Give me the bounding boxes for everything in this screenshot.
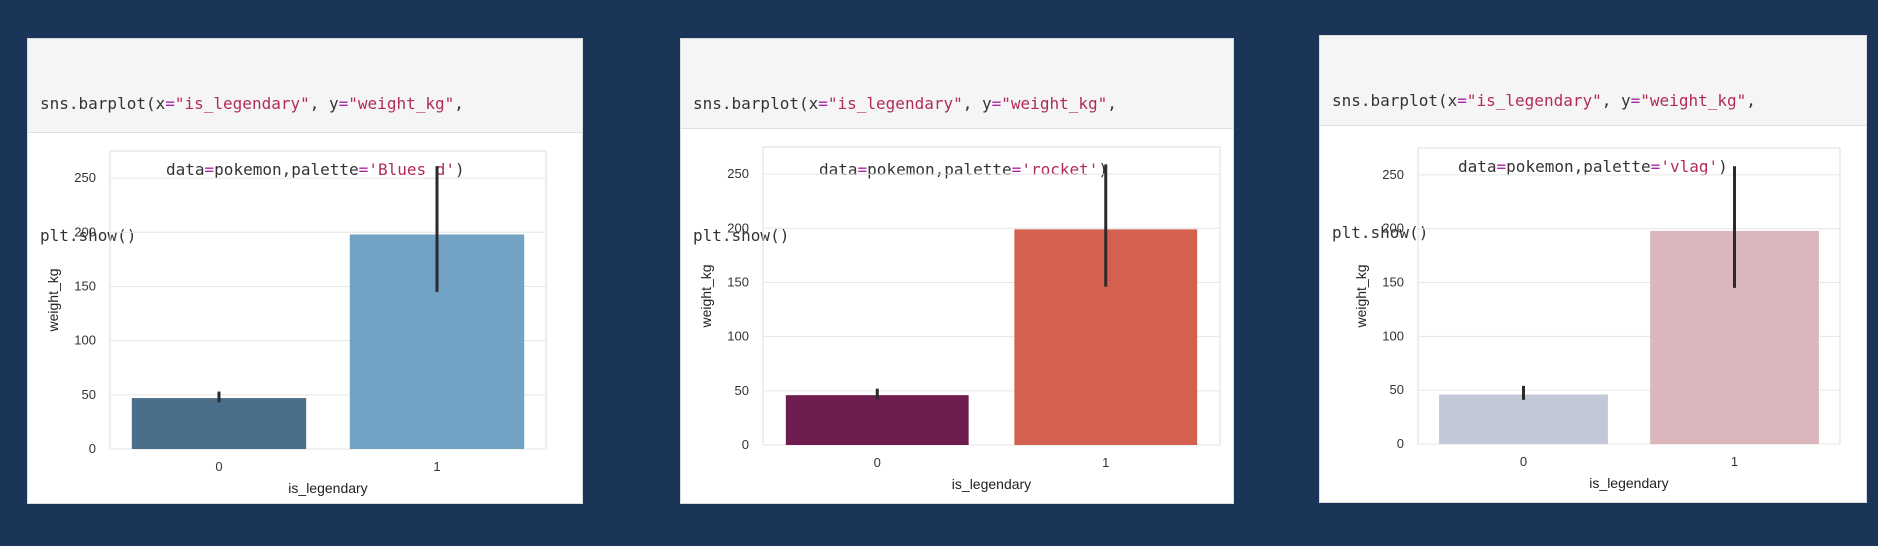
y-tick-label: 150 — [727, 274, 749, 289]
bar — [131, 398, 307, 449]
y-tick-label: 50 — [735, 383, 749, 398]
bar-chart: 0 50 100 150 200 250 0 1 is_legendary weight_kg — [1353, 147, 1841, 491]
y-axis-title: weight_kg — [698, 264, 714, 328]
bar-chart: 0 50 100 150 200 250 0 1 is_legendary weight_kg — [698, 146, 1221, 492]
y-tick-label: 100 — [727, 329, 749, 344]
code-line: plt.show() — [1332, 223, 1429, 242]
bar — [785, 395, 969, 445]
code-cell[interactable]: sns.barplot(x="is_legendary", y="weight_… — [28, 39, 582, 245]
y-axis-title: weight_kg — [45, 268, 61, 332]
y-tick-label: 250 — [727, 166, 749, 181]
x-tick-label: 1 — [1731, 454, 1738, 469]
x-axis-title: is_legendary — [288, 480, 367, 496]
code-cell[interactable]: sns.barplot(x="is_legendary", y="weight_… — [1320, 36, 1866, 242]
notebook-cell-1: sns.barplot(x="is_legendary", y="weight_… — [27, 38, 583, 504]
code-line: sns.barplot(x="is_legendary", y="weight_… — [1332, 91, 1756, 110]
x-tick-label: 1 — [433, 459, 440, 474]
code-line: plt.show() — [40, 226, 137, 245]
y-tick-label: 50 — [1390, 382, 1404, 397]
x-axis-title: is_legendary — [1589, 475, 1668, 491]
code-line: sns.barplot(x="is_legendary", y="weight_… — [693, 94, 1117, 113]
notebook-cell-3: sns.barplot(x="is_legendary", y="weight_… — [1319, 35, 1867, 503]
y-tick-label: 200 — [727, 220, 749, 235]
y-tick-label: 100 — [74, 333, 96, 348]
y-axis-title: weight_kg — [1353, 264, 1369, 328]
code-line: data=pokemon,palette='vlag') — [1458, 157, 1728, 176]
x-tick-label: 0 — [215, 459, 222, 474]
x-tick-label: 1 — [1102, 455, 1109, 470]
bar-chart: 0 50 100 150 200 250 0 1 is_legendary weight_kg — [45, 150, 547, 496]
code-line: plt.show() — [693, 226, 790, 245]
code-line: sns.barplot(x="is_legendary", y="weight_… — [40, 94, 464, 113]
y-tick-label: 200 — [74, 224, 96, 239]
y-tick-label: 200 — [1382, 221, 1404, 236]
x-axis-title: is_legendary — [952, 476, 1031, 492]
y-tick-label: 150 — [74, 278, 96, 293]
y-tick-label: 0 — [89, 441, 96, 456]
bar — [1439, 394, 1608, 444]
notebook-cell-2: sns.barplot(x="is_legendary", y="weight_… — [680, 38, 1234, 504]
y-tick-label: 250 — [74, 170, 96, 185]
y-tick-label: 100 — [1382, 328, 1404, 343]
y-tick-label: 0 — [742, 437, 749, 452]
y-tick-label: 0 — [1397, 436, 1404, 451]
code-cell[interactable]: sns.barplot(x="is_legendary", y="weight_… — [681, 39, 1233, 245]
code-line: data=pokemon,palette='Blues_d') — [166, 160, 465, 179]
x-tick-label: 0 — [874, 455, 881, 470]
y-tick-label: 250 — [1382, 167, 1404, 182]
y-tick-label: 150 — [1382, 275, 1404, 290]
y-tick-label: 50 — [82, 387, 96, 402]
x-tick-label: 0 — [1520, 454, 1527, 469]
